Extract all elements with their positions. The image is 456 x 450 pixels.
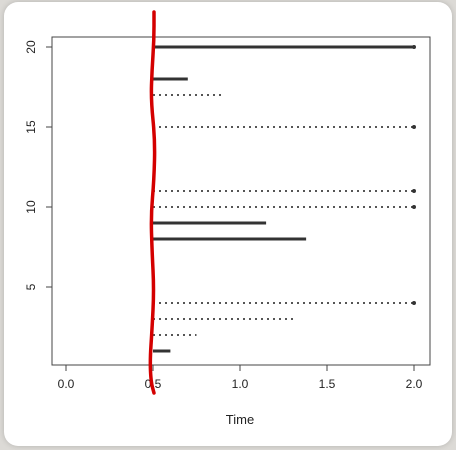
y-tick-label: 5	[24, 283, 38, 290]
y-tick-label: 15	[24, 120, 38, 134]
x-tick-label: 0.0	[58, 377, 75, 391]
plot-area-box	[51, 36, 431, 366]
x-tick-label: 1.0	[232, 377, 249, 391]
red-annotation-line	[148, 10, 157, 395]
x-axis-title: Time	[226, 412, 254, 427]
x-tick-label: 1.5	[319, 377, 336, 391]
segment-end-marker-y11	[412, 189, 416, 193]
segment-end-marker-y10	[412, 205, 416, 209]
x-axis: 0.0 0.5 1.0 1.5 2.0	[58, 365, 423, 391]
x-tick-label: 2.0	[406, 377, 423, 391]
y-tick-label: 10	[24, 200, 38, 214]
segment-end-marker-y15	[412, 125, 416, 129]
segment-end-marker-y4	[412, 301, 416, 305]
segment-end-marker-y20	[412, 45, 416, 49]
segments-group	[153, 45, 416, 353]
y-tick-label: 20	[24, 40, 38, 54]
y-axis: 5 10 15 20	[24, 40, 52, 290]
